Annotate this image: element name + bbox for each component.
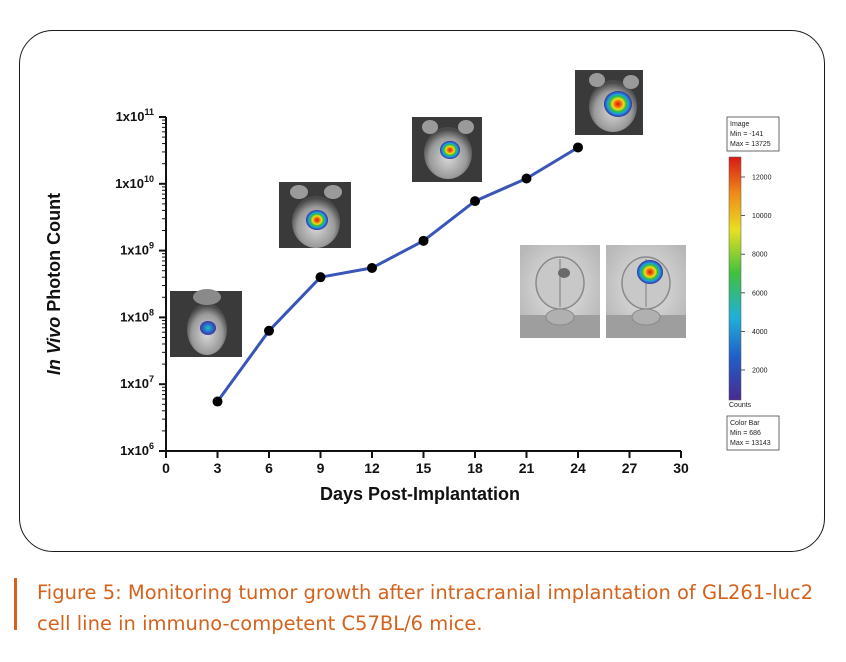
colorbar-box-line-1: Color Bar xyxy=(730,420,760,427)
x-tick-label: 12 xyxy=(364,460,380,476)
image-box-line-2: Min = -141 xyxy=(730,131,763,138)
y-axis-title: In Vivo Photon Count xyxy=(44,193,64,375)
data-point xyxy=(315,272,326,283)
data-point xyxy=(212,396,223,407)
y-tick-label: 1x109 xyxy=(120,241,154,258)
color-bar-tick-label: 12000 xyxy=(752,175,772,182)
x-tick-label: 0 xyxy=(162,460,170,476)
y-axis-title-rest: Photon Count xyxy=(44,193,64,317)
y-tick-base: 1x10 xyxy=(120,309,149,324)
x-tick-label: 21 xyxy=(519,460,535,476)
brain-image-1 xyxy=(520,245,600,338)
figure-caption: Figure 5: Monitoring tumor growth after … xyxy=(37,581,814,635)
color-bar-unit: Counts xyxy=(729,402,752,409)
y-tick-label: 1x1010 xyxy=(115,174,154,191)
image-box-line-3: Max = 13725 xyxy=(730,141,771,148)
mouse-image-day3 xyxy=(170,289,242,357)
x-tick-label: 18 xyxy=(467,460,483,476)
x-tick-label: 24 xyxy=(570,460,586,476)
colorbar-box-line-2: Min = 686 xyxy=(730,430,761,437)
color-bar-tick-label: 6000 xyxy=(752,290,768,297)
y-tick-base: 1x10 xyxy=(115,176,144,191)
x-tick-label: 6 xyxy=(265,460,273,476)
x-tick-label: 15 xyxy=(416,460,432,476)
y-tick-label: 1x106 xyxy=(120,441,154,458)
color-scale-legend: Image Min = -141 Max = 13725 12000 10000 8… xyxy=(726,116,780,451)
mouse-image-day18 xyxy=(412,117,482,182)
y-tick-label: 1x108 xyxy=(120,307,154,324)
color-bar-tick-label: 2000 xyxy=(752,368,768,375)
y-tick-label: 1x107 xyxy=(120,374,154,391)
y-tick-exponent: 9 xyxy=(149,241,154,251)
color-bar xyxy=(728,156,742,401)
caption-accent-bar xyxy=(14,578,17,630)
x-tick-label: 3 xyxy=(214,460,222,476)
y-tick-exponent: 10 xyxy=(144,174,154,184)
y-tick-base: 1x10 xyxy=(120,443,149,458)
color-bar-tick-label: 4000 xyxy=(752,329,768,336)
brain-image-2 xyxy=(606,245,686,338)
y-tick-base: 1x10 xyxy=(116,109,145,124)
series-line xyxy=(216,146,579,403)
data-point xyxy=(367,262,377,273)
data-point xyxy=(418,235,429,246)
y-tick-exponent: 6 xyxy=(149,441,154,451)
x-tick-label: 27 xyxy=(622,460,638,476)
data-point xyxy=(470,196,480,207)
colorbar-box-line-3: Max = 13143 xyxy=(730,440,771,447)
color-bar-ticks: 12000 10000 8000 6000 4000 2000 xyxy=(741,175,772,375)
y-tick-exponent: 11 xyxy=(144,107,154,117)
image-minmax-box: Image Min = -141 Max = 13725 xyxy=(726,116,780,152)
mouse-image-day24 xyxy=(575,70,643,135)
mouse-image-day9 xyxy=(279,182,351,248)
y-tick-exponent: 8 xyxy=(149,307,154,317)
y-tick-base: 1x10 xyxy=(120,376,149,391)
y-tick-label: 1x1011 xyxy=(116,107,154,124)
data-point xyxy=(521,173,532,184)
y-tick-base: 1x10 xyxy=(120,243,149,258)
color-bar-tick-label: 10000 xyxy=(752,213,772,220)
data-point xyxy=(264,325,274,336)
data-point xyxy=(573,142,583,153)
image-box-line-1: Image xyxy=(730,121,750,128)
x-tick-label: 30 xyxy=(673,460,689,476)
x-axis-title: Days Post-Implantation xyxy=(320,484,520,504)
series-group xyxy=(212,142,583,407)
y-axis-title-italic: In Vivo xyxy=(44,317,64,375)
x-tick-label: 9 xyxy=(317,460,325,476)
colorbar-minmax-box: Color Bar Min = 686 Max = 13143 xyxy=(726,415,780,451)
color-bar-tick-label: 8000 xyxy=(752,252,768,259)
x-tick-group: 0 3 6 9 12 15 18 21 24 27 30 xyxy=(162,451,689,476)
y-tick-exponent: 7 xyxy=(149,374,154,384)
